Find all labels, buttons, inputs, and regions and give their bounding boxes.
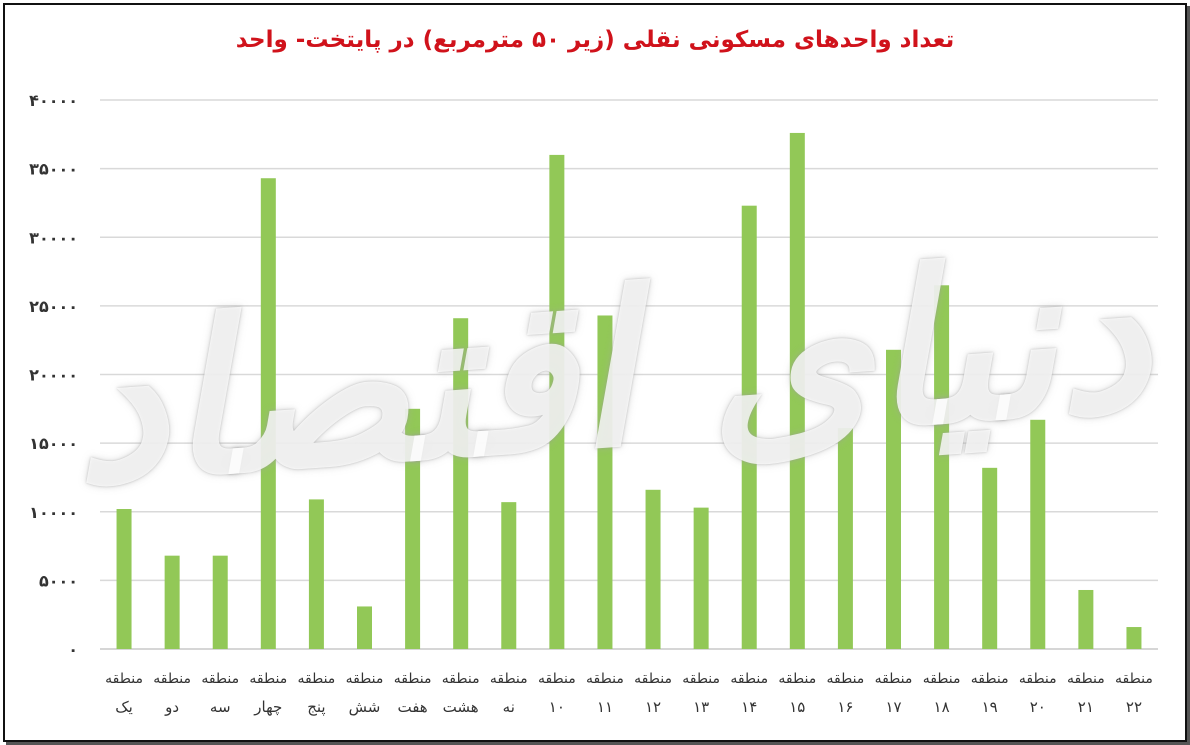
bar: [886, 349, 901, 649]
bar: [741, 205, 757, 649]
x-tick-label-line1: منطقه: [105, 671, 143, 687]
x-tick-label-line2: هشت: [443, 698, 479, 716]
x-tick-label-line1: منطقه: [827, 671, 865, 687]
x-tick-label-line1: منطقه: [490, 671, 528, 687]
bar: [1030, 419, 1046, 649]
x-tick-label-line2: ۱۶: [837, 698, 853, 716]
x-tick-label-line2: چهار: [253, 698, 282, 716]
x-tick-label-line1: منطقه: [298, 671, 336, 687]
x-tick-label-line2: دو: [164, 698, 179, 716]
chart-title: تعداد واحدهای مسکونی نقلی (زیر ۵۰ مترمرب…: [235, 27, 955, 53]
bar: [453, 318, 469, 649]
x-tick-label-line2: ۱۹: [982, 698, 998, 716]
bar: [693, 507, 709, 649]
x-tick-label-line1: منطقه: [586, 671, 624, 687]
x-tick-label-line1: منطقه: [1019, 671, 1057, 687]
bar: [837, 428, 853, 649]
bar: [1126, 627, 1142, 649]
x-tick-label-line2: نه: [503, 698, 515, 716]
x-tick-label-line2: ۱۵: [789, 698, 805, 716]
x-tick-label-line2: ۱۰: [549, 698, 565, 716]
bar: [164, 555, 180, 649]
bar: [357, 606, 372, 649]
x-tick-label-line2: ۲۱: [1078, 698, 1094, 716]
y-tick-label: ۳۵۰۰۰: [29, 160, 78, 179]
x-tick-label-line2: شش: [349, 698, 381, 716]
x-tick-label-line2: یک: [115, 698, 133, 716]
x-tick-label-line1: منطقه: [682, 671, 720, 687]
x-tick-label-line2: ۱۱: [597, 698, 613, 716]
x-tick-label-line1: منطقه: [442, 671, 480, 687]
x-tick-label-line1: منطقه: [201, 671, 239, 687]
x-tick-label-line2: ۱۸: [934, 698, 950, 716]
x-tick-label-line1: منطقه: [1067, 671, 1105, 687]
bar: [501, 502, 517, 649]
bar: [549, 154, 565, 649]
bar: [789, 132, 805, 649]
x-tick-label-line1: منطقه: [971, 671, 1009, 687]
x-tick-label-line1: منطقه: [538, 671, 576, 687]
x-tick-label-line2: سه: [210, 698, 231, 716]
y-tick-label: ۲۰۰۰۰: [29, 366, 78, 385]
bar: [1078, 589, 1094, 649]
x-tick-label-line2: ۱۷: [885, 698, 901, 716]
bar: [405, 408, 421, 649]
x-tick-label-line2: ۱۳: [693, 698, 709, 716]
bar: [645, 489, 661, 649]
bar: [116, 509, 132, 649]
x-tick-label-line2: ۱۴: [741, 698, 757, 716]
x-tick-label-line1: منطقه: [153, 671, 191, 687]
bar: [597, 315, 613, 649]
y-tick-label: ۴۰۰۰۰: [29, 91, 78, 110]
y-tick-label: ۱۵۰۰۰: [29, 434, 78, 453]
x-tick-label-line2: پنج: [307, 698, 325, 717]
x-tick-label-line2: ۲۰: [1030, 698, 1046, 716]
x-tick-label-line1: منطقه: [394, 671, 432, 687]
x-tick-label-line2: ۲۲: [1126, 698, 1142, 716]
y-tick-label: ۲۵۰۰۰: [29, 297, 78, 316]
bar: [934, 285, 950, 649]
x-tick-label-line1: منطقه: [346, 671, 384, 687]
x-tick-label-line1: منطقه: [249, 671, 287, 687]
x-tick-label-line2: هفت: [397, 698, 427, 716]
bar: [308, 499, 324, 649]
y-tick-label: ۵۰۰۰: [39, 571, 78, 590]
x-tick-label-line2: ۱۲: [645, 698, 661, 716]
x-tick-label-line1: منطقه: [875, 671, 913, 687]
bar: [212, 555, 228, 649]
x-tick-label-line1: منطقه: [778, 671, 816, 687]
x-tick-label-line1: منطقه: [634, 671, 672, 687]
x-tick-label-line1: منطقه: [730, 671, 768, 687]
y-tick-label: ۳۰۰۰۰: [29, 228, 78, 247]
x-tick-label-line1: منطقه: [1115, 671, 1153, 687]
y-tick-label: ۱۰۰۰۰: [29, 503, 78, 522]
y-tick-label: ۰: [68, 640, 78, 659]
bar: [260, 178, 276, 650]
x-tick-label-line1: منطقه: [923, 671, 961, 687]
bar: [982, 467, 998, 649]
